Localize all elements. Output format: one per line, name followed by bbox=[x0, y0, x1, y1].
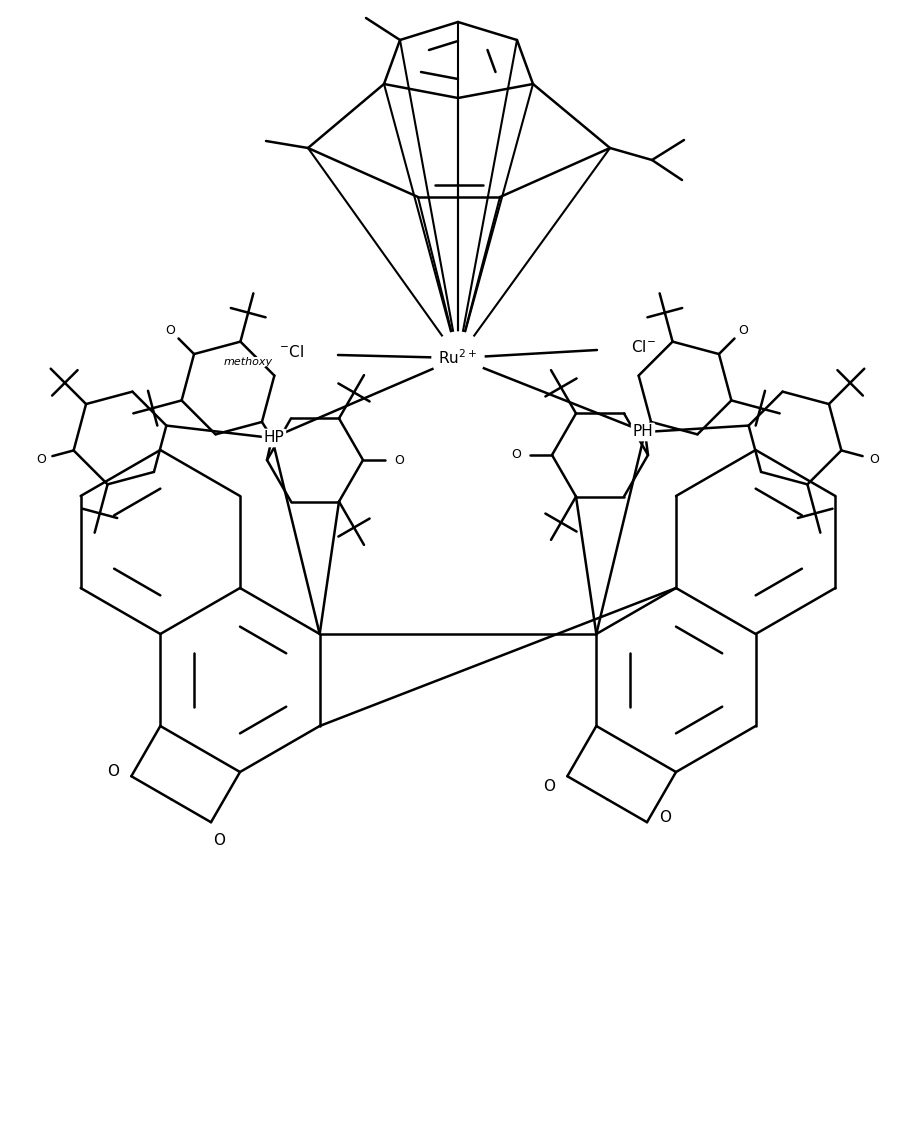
Circle shape bbox=[432, 332, 484, 384]
Text: O: O bbox=[543, 779, 555, 794]
Text: O: O bbox=[107, 763, 119, 779]
Text: HP: HP bbox=[264, 430, 284, 446]
Text: O: O bbox=[659, 809, 671, 824]
Text: O: O bbox=[869, 453, 879, 466]
Text: methoxy: methoxy bbox=[224, 357, 273, 367]
Text: O: O bbox=[36, 453, 46, 466]
Text: Cl$^{-}$: Cl$^{-}$ bbox=[631, 339, 656, 355]
Text: O: O bbox=[511, 448, 521, 462]
Text: $^{-}$Cl: $^{-}$Cl bbox=[279, 344, 304, 360]
Text: O: O bbox=[213, 833, 225, 848]
Text: O: O bbox=[165, 324, 175, 336]
Text: O: O bbox=[394, 454, 404, 466]
Text: PH: PH bbox=[633, 425, 653, 439]
Text: O: O bbox=[738, 324, 748, 336]
Text: Ru$^{2+}$: Ru$^{2+}$ bbox=[439, 349, 477, 367]
